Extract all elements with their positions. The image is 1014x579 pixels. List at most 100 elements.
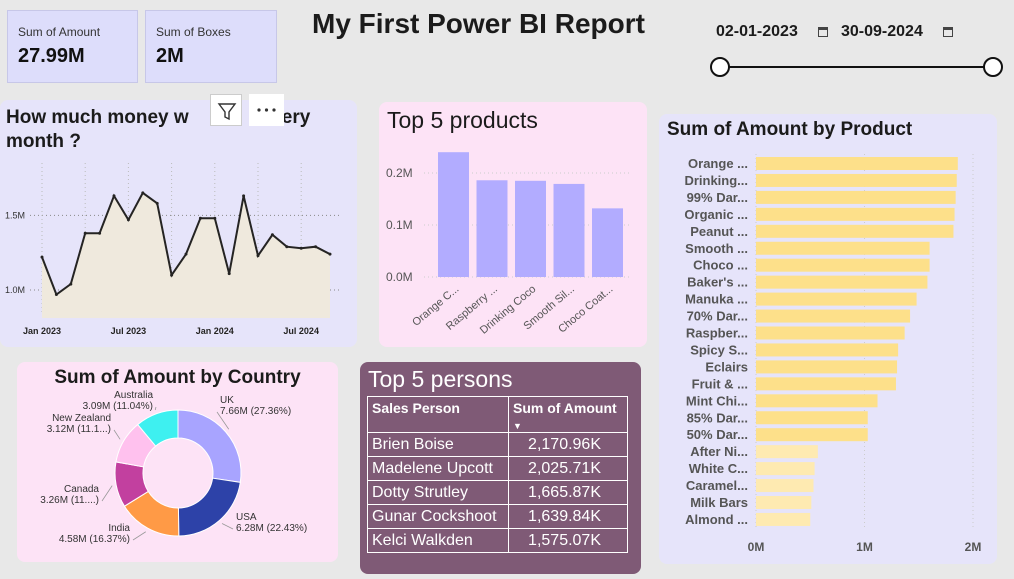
slice-value-label: 7.66M (27.36%) xyxy=(220,406,291,417)
line-point xyxy=(328,252,332,256)
line-point xyxy=(184,252,188,256)
table-row[interactable]: Kelci Walkden 1,575.07K xyxy=(367,528,629,553)
x-tick-label: Jul 2024 xyxy=(283,326,319,336)
x-tick-label: Jul 2023 xyxy=(111,326,147,336)
page-title: My First Power BI Report xyxy=(312,8,645,39)
kpi-value: 2M xyxy=(156,45,184,67)
panel-title: Sum of Amount by Product xyxy=(667,119,913,140)
column-header-sales-person[interactable]: Sales Person xyxy=(367,396,509,433)
slice-name-label: New Zealand xyxy=(52,413,111,424)
product-bar-chart[interactable]: 0M 1M 2M Orange ... Drinking... 99% Dar... Org… xyxy=(659,114,997,564)
product-bar xyxy=(756,173,957,187)
sales-person-cell: Madelene Upcott xyxy=(367,456,509,481)
kpi-card-amount[interactable]: Sum of Amount 27.99M xyxy=(7,10,138,83)
kpi-card-boxes[interactable]: Sum of Boxes 2M xyxy=(145,10,277,83)
slider-end-handle[interactable] xyxy=(983,57,1003,77)
line-point xyxy=(69,282,73,286)
calendar-icon[interactable] xyxy=(943,27,953,37)
sort-descending-icon[interactable]: ▼ xyxy=(512,421,522,431)
y-tick-label: Smooth ... xyxy=(685,241,748,256)
sales-person-cell: Kelci Walkden xyxy=(367,528,509,553)
line-point xyxy=(242,194,246,198)
slice-value-label: 4.58M (16.37%) xyxy=(59,534,130,545)
table-row[interactable]: Gunar Cockshoot 1,639.84K xyxy=(367,504,629,529)
y-tick-label: After Ni... xyxy=(690,444,748,459)
y-tick-label: 70% Dar... xyxy=(687,309,748,324)
slice-name-label: Australia xyxy=(114,390,153,401)
sales-person-cell: Brien Boise xyxy=(367,432,509,457)
monthly-line-chart[interactable]: 1.0M 1.5M Jan 2023 Jul 2023 Jan 2024 Jul 2024 xyxy=(0,100,357,347)
y-tick-label: Organic ... xyxy=(684,207,748,222)
line-point xyxy=(126,218,130,222)
line-point xyxy=(285,245,289,249)
slider-start-handle[interactable] xyxy=(710,57,730,77)
column-header-sum-of-amount[interactable]: Sum of Amount ▼ xyxy=(507,396,629,433)
date-slicer[interactable]: 02-01-2023 30-09-2024 xyxy=(700,10,1010,90)
amount-cell: 1,639.84K xyxy=(507,504,629,529)
calendar-icon[interactable] xyxy=(818,27,828,37)
x-tick-label: 0M xyxy=(748,540,765,554)
y-tick-label: Caramel... xyxy=(686,478,748,493)
slice-value-label: 3.26M (11....) xyxy=(40,495,99,506)
filter-icon[interactable] xyxy=(210,94,242,126)
leader-line xyxy=(101,485,113,502)
top-products-panel: Top 5 products 0.0M 0.1M 0.2M Orange C... Ra… xyxy=(379,102,647,347)
y-tick-label: 50% Dar... xyxy=(687,427,748,442)
line-point xyxy=(141,191,145,195)
product-bar xyxy=(756,275,928,289)
product-bar xyxy=(756,496,812,509)
y-tick-label: 1.0M xyxy=(5,285,25,295)
product-bar xyxy=(756,411,868,425)
y-tick-label: Mint Chi... xyxy=(686,393,748,408)
product-bar xyxy=(756,309,911,323)
leader-line xyxy=(221,523,234,530)
slice-value-label: 6.28M (22.43%) xyxy=(236,523,307,534)
y-tick-label: Eclairs xyxy=(705,359,748,374)
end-date-input[interactable]: 30-09-2024 xyxy=(841,23,923,40)
donut-slice xyxy=(137,409,179,447)
line-point xyxy=(170,273,174,277)
product-bar xyxy=(756,258,930,272)
monthly-amount-panel: How much money w every month ? 1.0M 1.5M Ja… xyxy=(0,100,357,347)
slice-value-label: 3.12M (11.1...) xyxy=(47,424,111,435)
y-tick-label: 0.0M xyxy=(386,270,413,284)
title-part: month ? xyxy=(6,131,81,152)
amount-cell: 2,025.71K xyxy=(507,456,629,481)
product-bar xyxy=(756,394,878,408)
table-header-row: Sales Person Sum of Amount ▼ xyxy=(367,396,629,433)
panel-title: Top 5 products xyxy=(387,107,538,133)
slider-track[interactable] xyxy=(720,66,994,68)
table-row[interactable]: Brien Boise 2,170.96K xyxy=(367,432,629,457)
panel-title: Sum of Amount by Country xyxy=(54,367,301,388)
y-tick-label: 99% Dar... xyxy=(687,190,748,205)
table-row[interactable]: Dotty Strutley 1,665.87K xyxy=(367,480,629,505)
y-tick-label: Choco ... xyxy=(693,258,748,273)
more-options-icon[interactable] xyxy=(249,94,284,126)
line-point xyxy=(256,254,260,258)
product-bar xyxy=(756,292,917,306)
x-tick-label: 1M xyxy=(856,540,873,554)
product-bar xyxy=(756,157,958,170)
product-bar xyxy=(756,190,956,204)
y-tick-label: Milk Bars xyxy=(690,495,748,510)
product-bar xyxy=(756,512,811,526)
y-tick-label: Peanut ... xyxy=(690,224,748,239)
product-bar xyxy=(553,183,585,277)
product-bar xyxy=(756,445,818,459)
y-tick-label: Orange ... xyxy=(688,156,748,171)
y-tick-label: Manuka ... xyxy=(685,292,748,307)
start-date-input[interactable]: 02-01-2023 xyxy=(716,23,798,40)
line-point xyxy=(198,216,202,220)
line-point xyxy=(98,231,102,235)
table-row[interactable]: Madelene Upcott 2,025.71K xyxy=(367,456,629,481)
y-tick-label: Baker's ... xyxy=(687,275,748,290)
leader-line xyxy=(216,411,230,430)
country-panel: Sum of Amount by Country UK 7.66M (27.36%… xyxy=(17,362,338,562)
column-header-label: Sales Person xyxy=(372,400,460,416)
sales-person-cell: Dotty Strutley xyxy=(367,480,509,505)
line-point xyxy=(83,231,87,235)
persons-table: Sales Person Sum of Amount ▼ Brien Boise 2… xyxy=(367,396,629,553)
product-bar xyxy=(756,462,815,476)
